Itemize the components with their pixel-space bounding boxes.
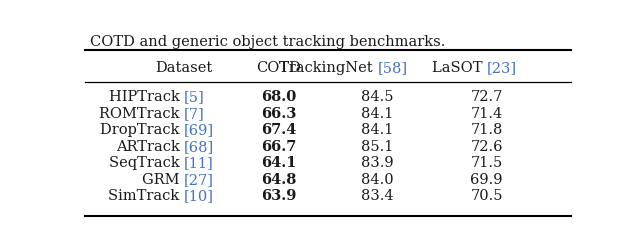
Text: [58]: [58] (378, 61, 408, 75)
Text: [5]: [5] (184, 90, 205, 104)
Text: SeqTrack: SeqTrack (109, 156, 184, 170)
Text: 64.8: 64.8 (260, 173, 296, 187)
Text: 85.1: 85.1 (362, 140, 394, 154)
Text: 64.1: 64.1 (260, 156, 296, 170)
Text: Dataset: Dataset (156, 61, 212, 75)
Text: [69]: [69] (184, 123, 214, 137)
Text: 83.9: 83.9 (362, 156, 394, 170)
Text: [10]: [10] (184, 189, 214, 204)
Text: HIPTrack: HIPTrack (109, 90, 184, 104)
Text: [68]: [68] (184, 140, 214, 154)
Text: 69.9: 69.9 (470, 173, 503, 187)
Text: TrackingNet: TrackingNet (279, 61, 378, 75)
Text: 84.5: 84.5 (362, 90, 394, 104)
Text: SimTrack: SimTrack (108, 189, 184, 204)
Text: 68.0: 68.0 (260, 90, 296, 104)
Text: 66.3: 66.3 (260, 107, 296, 121)
Text: [11]: [11] (184, 156, 214, 170)
Text: 66.7: 66.7 (260, 140, 296, 154)
Text: 72.7: 72.7 (470, 90, 503, 104)
Text: 63.9: 63.9 (260, 189, 296, 204)
Text: [23]: [23] (486, 61, 517, 75)
Text: 83.4: 83.4 (362, 189, 394, 204)
Text: COTD and generic object tracking benchmarks.: COTD and generic object tracking benchma… (90, 35, 445, 49)
Text: GRM: GRM (142, 173, 184, 187)
Text: DropTrack: DropTrack (100, 123, 184, 137)
Text: 71.5: 71.5 (470, 156, 503, 170)
Text: 67.4: 67.4 (260, 123, 296, 137)
Text: 71.8: 71.8 (470, 123, 503, 137)
Text: 84.1: 84.1 (362, 123, 394, 137)
Text: LaSOT: LaSOT (431, 61, 486, 75)
Text: 84.0: 84.0 (362, 173, 394, 187)
Text: 72.6: 72.6 (470, 140, 503, 154)
Text: ROMTrack: ROMTrack (99, 107, 184, 121)
Text: [7]: [7] (184, 107, 205, 121)
Text: [27]: [27] (184, 173, 214, 187)
Text: COTD: COTD (256, 61, 301, 75)
Text: ARTrack: ARTrack (116, 140, 184, 154)
Text: 71.4: 71.4 (470, 107, 503, 121)
Text: 70.5: 70.5 (470, 189, 503, 204)
Text: 84.1: 84.1 (362, 107, 394, 121)
